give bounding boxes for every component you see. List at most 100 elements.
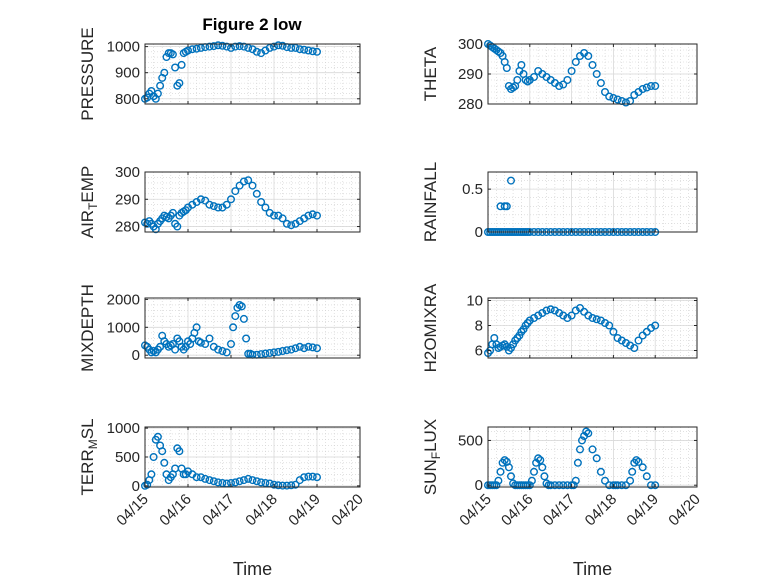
data-point <box>192 473 201 482</box>
data-point <box>274 481 283 490</box>
data-point <box>525 481 534 490</box>
x-tick-label: 04/20 <box>665 491 704 530</box>
data-point <box>569 481 578 490</box>
data-point <box>621 339 630 348</box>
data-point <box>313 211 322 220</box>
y-axis-label: THETA <box>421 46 440 101</box>
data-point <box>282 346 291 355</box>
data-point <box>601 476 610 485</box>
data-point <box>231 478 240 487</box>
data-point <box>634 336 643 345</box>
data-point <box>162 53 171 62</box>
data-point <box>596 467 605 476</box>
data-point <box>205 200 214 209</box>
data-point <box>218 479 227 488</box>
data-point <box>621 98 630 107</box>
y-label-subscript: M <box>86 439 100 449</box>
data-point <box>291 480 300 489</box>
data-point <box>278 41 287 50</box>
data-point <box>494 476 503 485</box>
data-point <box>313 473 322 482</box>
data-point <box>209 477 218 486</box>
x-tick-label: 04/17 <box>540 491 579 530</box>
y-tick-label: 0.5 <box>462 181 483 198</box>
data-point <box>626 341 635 350</box>
y-axis-label: TERRMSL <box>78 418 100 495</box>
data-point <box>188 45 197 54</box>
data-point <box>563 314 572 323</box>
data-point <box>214 203 223 212</box>
data-point <box>231 187 240 196</box>
data-point <box>592 69 601 78</box>
y-tick-label: 0 <box>132 478 140 495</box>
data-point <box>507 176 516 185</box>
data-point <box>201 474 210 483</box>
data-point <box>308 47 317 56</box>
data-point <box>571 58 580 67</box>
y-tick-label: 0 <box>475 477 483 494</box>
y-label-subscript: T <box>86 202 100 210</box>
data-point <box>605 92 614 101</box>
data-point <box>588 445 597 454</box>
x-tick-label: 04/19 <box>623 491 662 530</box>
data-point <box>274 41 283 50</box>
data-point <box>634 457 643 466</box>
data-point <box>291 43 300 52</box>
y-tick-label: 280 <box>458 96 483 113</box>
data-point <box>546 481 555 490</box>
chart-panel-8: 04/15 04/16 04/17 04/18 04/19 04/20 0 500 SUNFLU… <box>421 419 704 579</box>
axes-box <box>144 43 361 105</box>
y-label-rest: LUX <box>421 419 440 452</box>
data-point <box>559 311 568 320</box>
data-point <box>632 456 641 465</box>
data-point <box>287 345 296 354</box>
y-tick-label: 500 <box>458 432 483 449</box>
plot-area <box>488 172 697 232</box>
y-label-rest: EMP <box>78 166 97 203</box>
data-point <box>239 476 248 485</box>
data-point <box>555 309 564 318</box>
data-point <box>628 467 637 476</box>
data-point <box>239 42 248 51</box>
data-point <box>313 344 322 353</box>
data-point <box>542 306 551 315</box>
figure-title: Figure 2 low <box>202 15 302 34</box>
y-tick-label: 800 <box>115 91 140 108</box>
data-point <box>196 195 205 204</box>
data-point <box>582 427 591 436</box>
data-point <box>160 458 169 467</box>
y-label-main: AIR <box>78 210 97 238</box>
chart-panel-1: 800 900 1000 PRESSURE <box>78 27 361 121</box>
data-point <box>578 436 587 445</box>
y-label-subscript: F <box>429 452 443 459</box>
y-tick-label: 1000 <box>107 319 140 336</box>
data-point <box>613 95 622 104</box>
data-point <box>596 316 605 325</box>
data-point <box>642 472 651 481</box>
data-point <box>192 323 201 332</box>
data-point <box>496 467 505 476</box>
data-point <box>507 472 516 481</box>
data-point <box>313 47 322 56</box>
data-point <box>147 470 156 479</box>
y-tick-label: 290 <box>115 191 140 208</box>
data-point <box>214 41 223 50</box>
data-point <box>287 43 296 52</box>
data-point <box>282 219 291 228</box>
data-point <box>538 309 547 318</box>
y-tick-label: 300 <box>115 164 140 181</box>
y-axis-label: PRESSURE <box>78 27 97 121</box>
data-point <box>265 349 274 358</box>
data-point <box>149 453 158 462</box>
data-point <box>242 334 251 343</box>
data-point <box>559 481 568 490</box>
data-point <box>647 481 656 490</box>
data-point <box>555 481 564 490</box>
y-tick-label: 500 <box>115 449 140 466</box>
y-tick-label: 280 <box>115 219 140 236</box>
data-point <box>201 196 210 205</box>
data-point <box>295 45 304 54</box>
data-point <box>530 314 539 323</box>
data-point <box>613 481 622 490</box>
